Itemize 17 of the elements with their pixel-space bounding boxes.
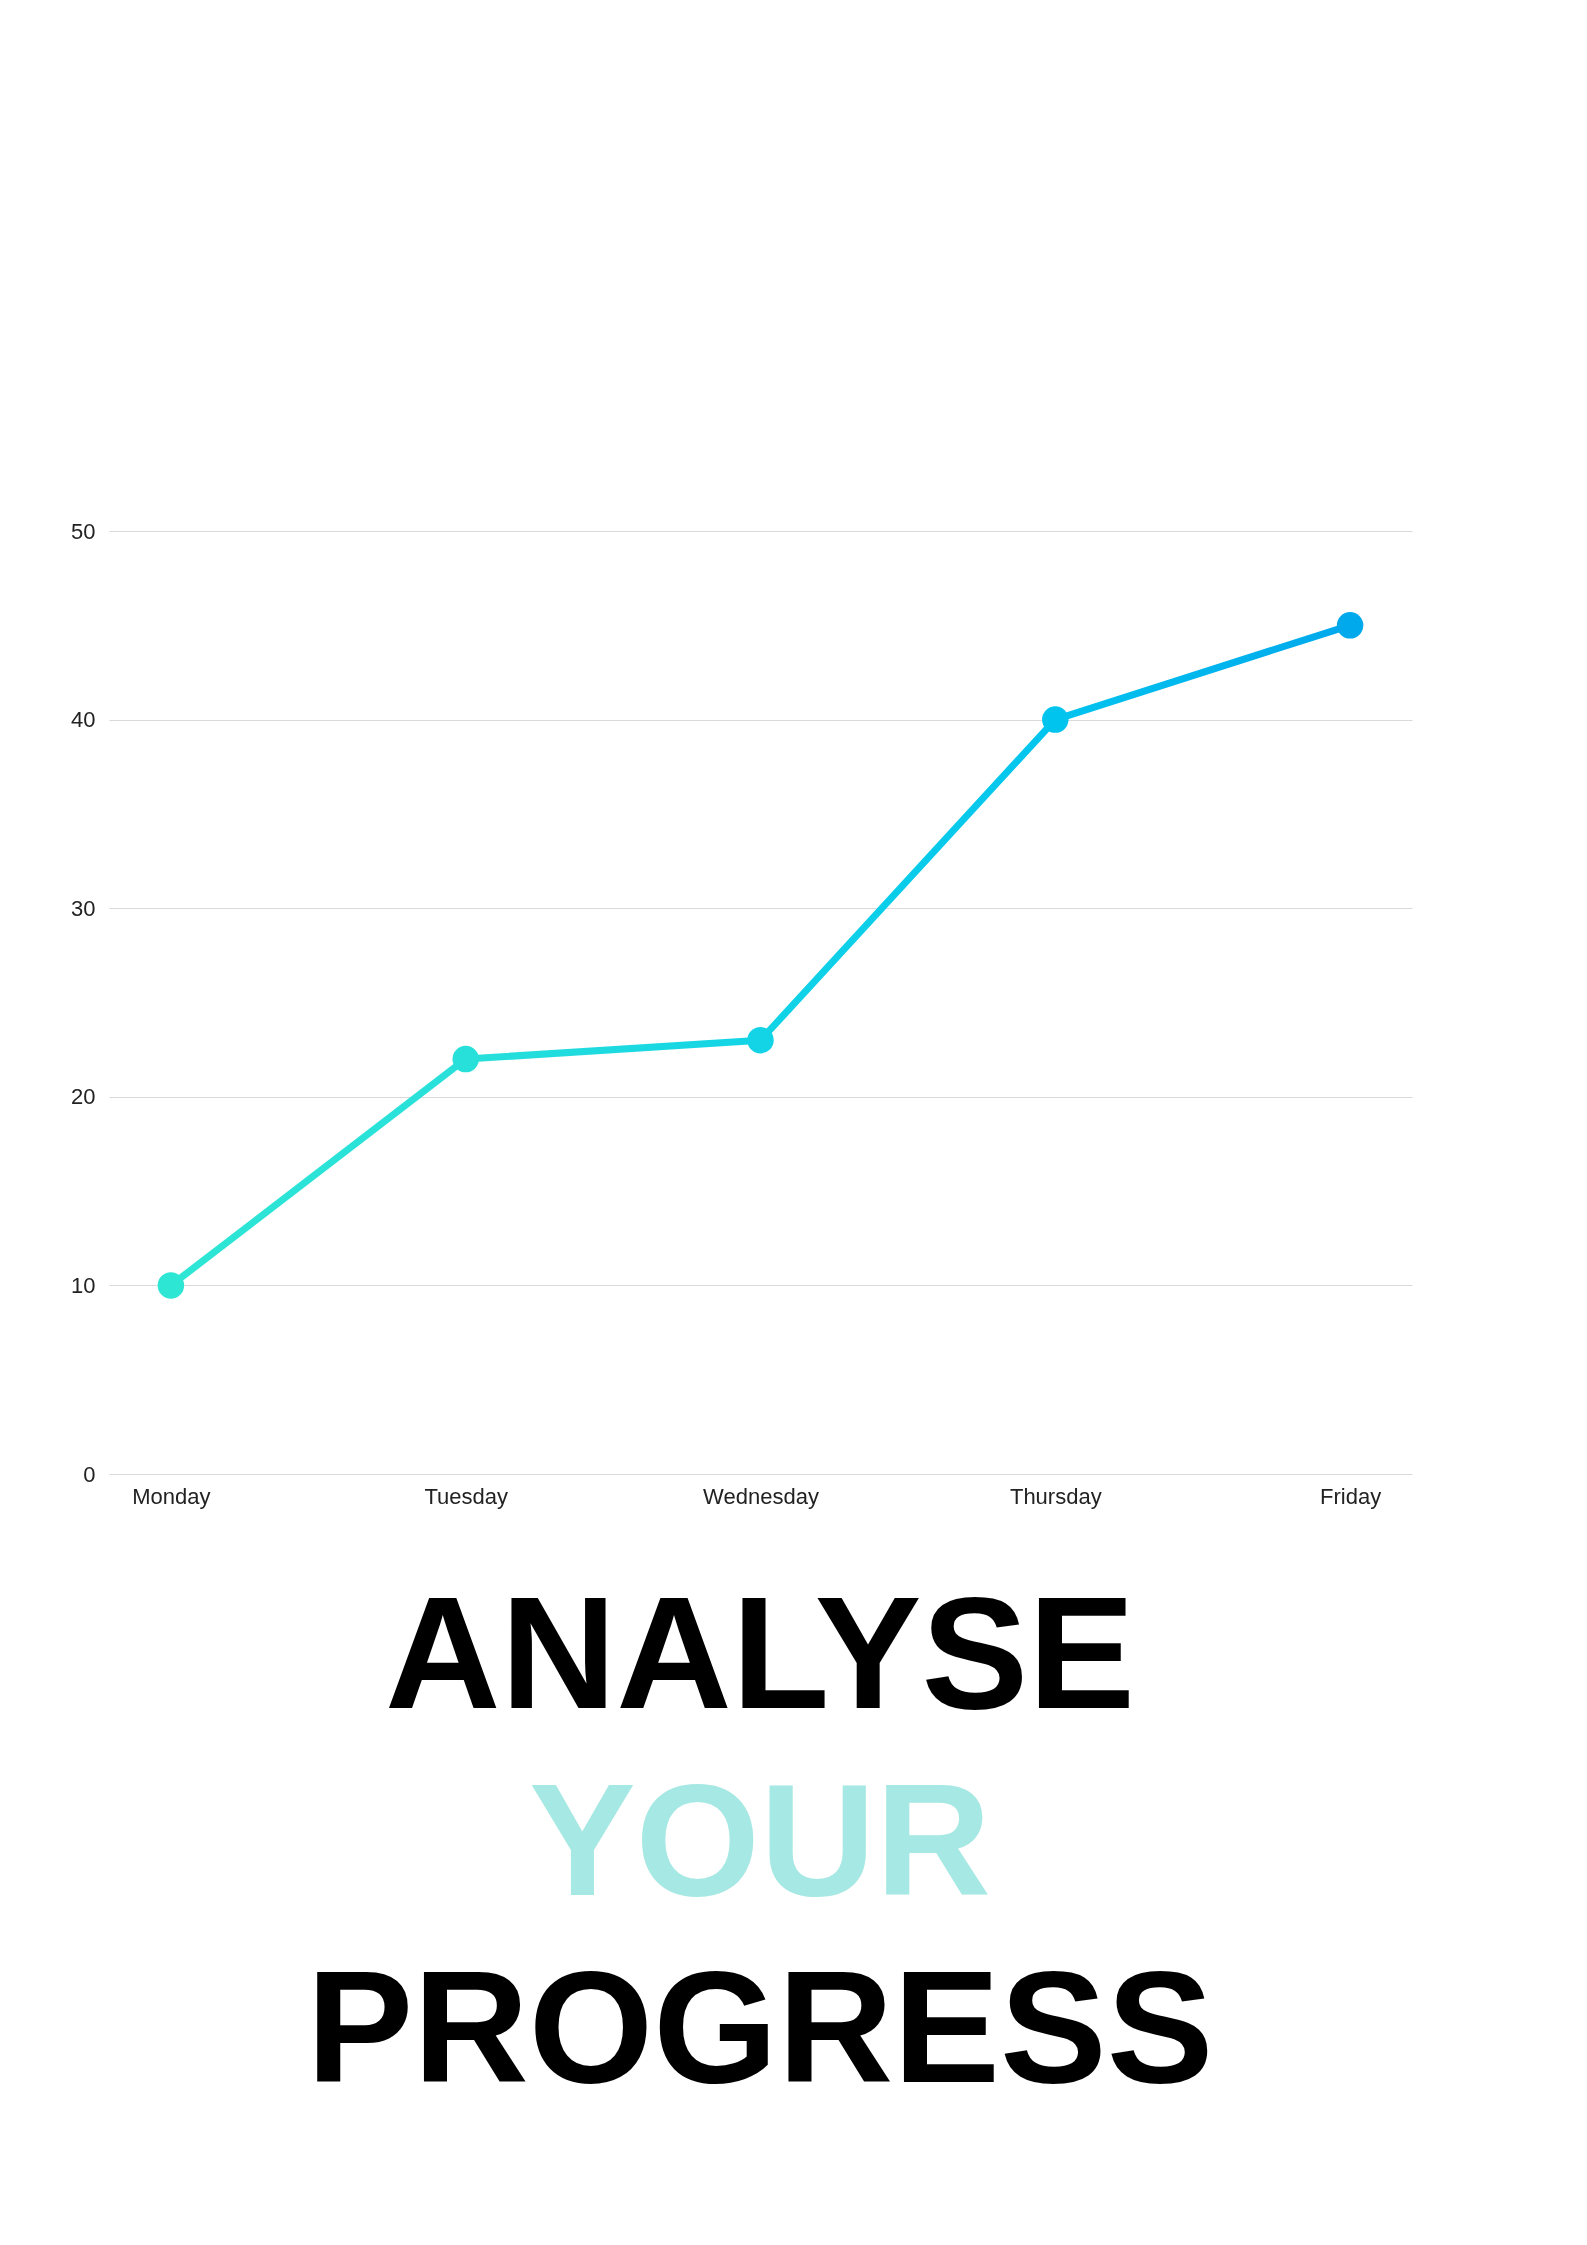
point <box>1042 706 1069 733</box>
y-tick-label: 50 <box>71 518 96 544</box>
y-tick-label: 10 <box>71 1272 96 1298</box>
x-tick-label: Friday <box>1320 1483 1382 1509</box>
point <box>747 1027 774 1054</box>
x-tick-label: Wednesday <box>703 1483 819 1509</box>
y-tick-label: 20 <box>71 1084 96 1110</box>
point <box>157 1272 185 1299</box>
y-tick-label: 0 <box>83 1461 96 1487</box>
point <box>452 1045 479 1073</box>
y-tick-label: 30 <box>71 895 96 921</box>
x-tick-label: Thursday <box>1009 1483 1102 1509</box>
y-tick-label: 40 <box>71 707 96 733</box>
point <box>1336 612 1364 639</box>
x-tick-label: Monday <box>132 1483 211 1509</box>
text: ANALYSE YOUR PROGRESS <box>306 1563 1214 2116</box>
x-tick-label: Tuesday <box>424 1483 508 1509</box>
